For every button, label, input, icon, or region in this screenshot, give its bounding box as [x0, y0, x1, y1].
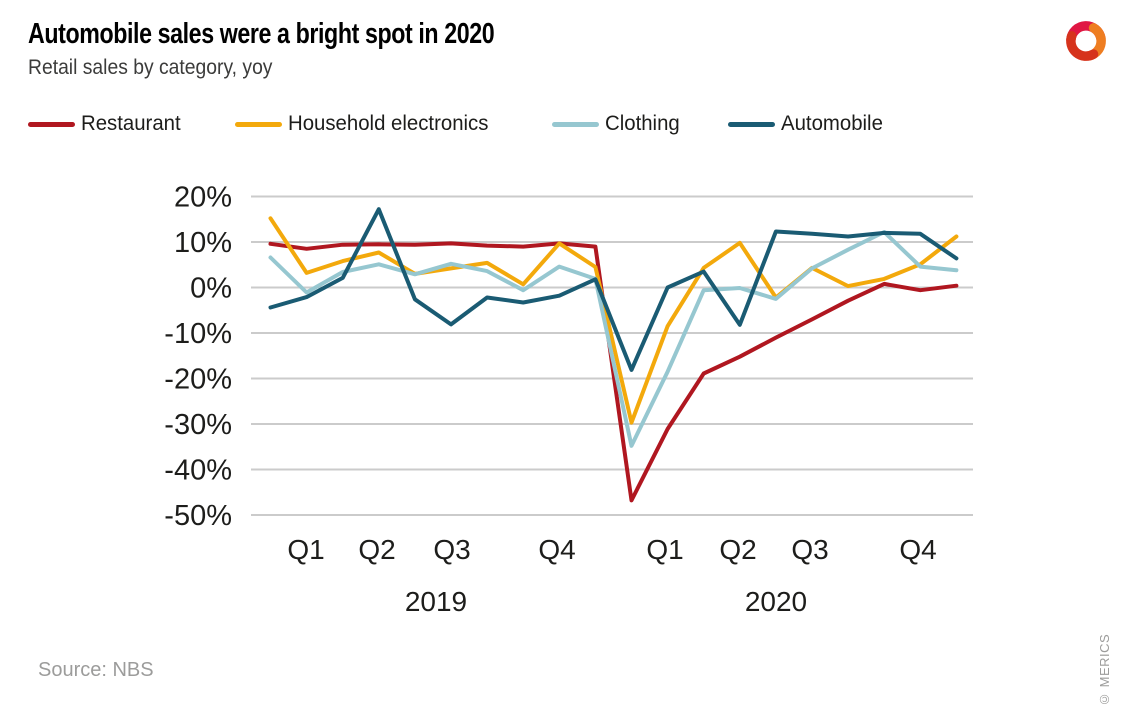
legend-swatch-clothing — [552, 121, 599, 127]
y-tick-label: -10% — [164, 318, 232, 350]
y-tick-label: -20% — [164, 364, 232, 396]
x-tick-label-quarter: Q1 — [646, 534, 683, 565]
x-axis-year-label: 2019 — [405, 586, 467, 617]
logo-swirl-red — [1066, 31, 1099, 61]
x-tick-label-quarter: Q4 — [538, 534, 575, 565]
merics-logo-graphic — [1066, 21, 1106, 61]
x-tick-label-quarter: Q2 — [358, 534, 395, 565]
legend-item-automobile: Automobile — [728, 110, 886, 138]
page-subtitle: Retail sales by category, yoy — [28, 56, 273, 79]
legend-swatch-automobile — [728, 121, 775, 127]
legend-item-household-electronics: Household electronics — [235, 110, 495, 138]
legend-item-clothing: Clothing — [552, 110, 682, 138]
merics-logo — [1058, 13, 1114, 69]
x-tick-label-quarter: Q1 — [287, 534, 324, 565]
y-tick-label: -40% — [164, 455, 232, 487]
x-tick-label-quarter: Q2 — [719, 534, 756, 565]
copyright-credit: © MERICS — [1097, 633, 1112, 707]
y-tick-label: -30% — [164, 409, 232, 441]
legend-label: Clothing — [605, 112, 680, 135]
legend-item-restaurant: Restaurant — [28, 110, 184, 138]
legend-label: Automobile — [781, 112, 883, 135]
x-tick-label-quarter: Q3 — [433, 534, 470, 565]
source-note: Source: NBS — [38, 659, 154, 681]
legend-label: Restaurant — [81, 112, 181, 135]
chart-legend: Restaurant Household electronics Clothin… — [0, 110, 1133, 138]
series-line-clothing — [268, 230, 959, 448]
y-tick-label: -50% — [164, 500, 232, 532]
y-tick-label: 0% — [190, 273, 232, 305]
y-tick-label: 20% — [174, 182, 232, 214]
series-line-restaurant — [268, 241, 959, 503]
legend-swatch-restaurant — [28, 121, 75, 127]
series-line-automobile — [268, 207, 959, 372]
legend-label: Household electronics — [288, 112, 489, 135]
x-tick-label-quarter: Q4 — [899, 534, 936, 565]
legend-swatch-household-electronics — [235, 121, 282, 127]
y-tick-label: 10% — [174, 227, 232, 259]
x-tick-label-quarter: Q3 — [791, 534, 828, 565]
series-line-household-electronics — [268, 216, 959, 425]
page-title: Automobile sales were a bright spot in 2… — [28, 18, 495, 50]
x-axis-year-label: 2020 — [745, 586, 807, 617]
